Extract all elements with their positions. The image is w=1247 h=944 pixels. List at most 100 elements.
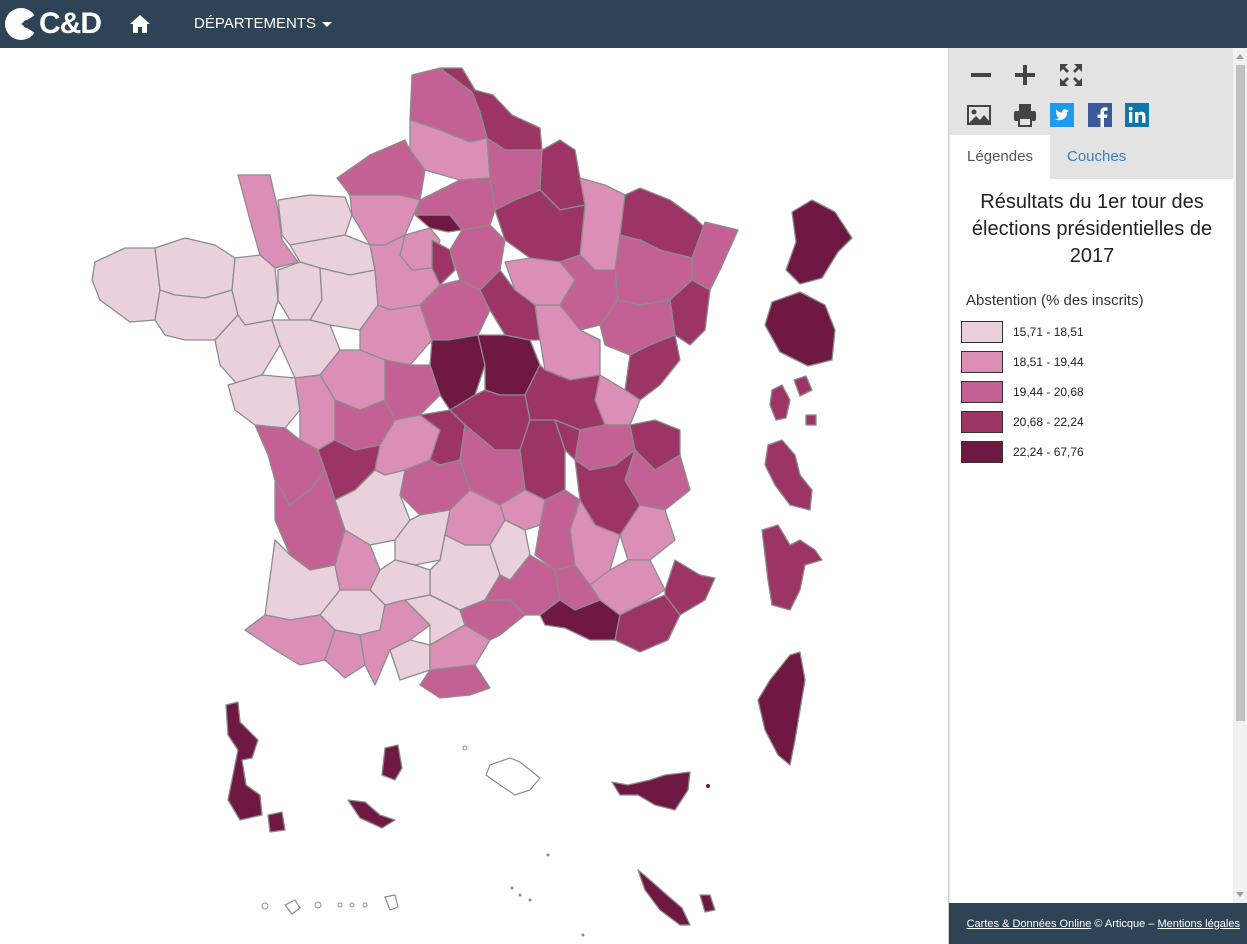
tab-legendes[interactable]: Légendes [950,135,1050,179]
legend-swatch [961,351,1003,373]
copyright-text: © Articque – [1094,917,1155,930]
home-button[interactable] [128,12,152,36]
legend-swatch [961,441,1003,463]
island-outline [314,901,322,909]
dept-mayotte[interactable] [769,384,791,421]
app-logo[interactable]: C&D [4,6,102,42]
zoom-out-button[interactable] [967,61,995,89]
plus-icon [1015,65,1035,85]
twitter-icon [1050,103,1074,127]
dept-saint-pierre-miquelon[interactable] [225,701,263,821]
france-map[interactable] [0,48,948,944]
cartes-donnees-link[interactable]: Cartes & Données Online [966,917,1092,930]
scroll-down-arrow-icon[interactable] [1236,892,1244,897]
island-dot [510,886,514,890]
fullscreen-button[interactable] [1057,61,1085,89]
minus-icon [971,73,991,77]
map-toolbar [949,48,1233,136]
print-button[interactable] [1011,101,1039,129]
export-image-button[interactable] [965,101,993,129]
share-twitter-button[interactable] [1050,103,1074,127]
tab-couches[interactable]: Couches [1067,148,1127,165]
dept-ille-et-vilaine[interactable] [231,254,279,326]
zoom-in-button[interactable] [1011,61,1039,89]
scroll-up-arrow-icon[interactable] [1236,54,1244,59]
island-outline [462,745,468,751]
dept-nord[interactable] [439,67,543,151]
dept-saint-barthelemy[interactable] [381,744,403,781]
mentions-legales-link[interactable]: Mentions légales [1157,917,1240,930]
dept-oise[interactable] [414,177,496,231]
legend-label: 18,51 - 19,44 [1013,355,1084,369]
top-navbar: C&D DÉPARTEMENTS [0,0,1247,48]
dept-martinique[interactable] [764,439,813,511]
dept-eure-et-loir[interactable] [369,234,441,311]
dept-aude[interactable] [429,624,491,671]
dept-var[interactable] [614,594,681,653]
panel-tabs: Légendes Couches [949,135,1233,179]
legend-panel: Résultats du 1er tour des élections prés… [950,179,1233,903]
dept-indre[interactable] [384,359,441,421]
dept-saint-pierre[interactable] [267,811,286,833]
legend-swatch [961,321,1003,343]
island-outline [261,902,269,910]
departements-dropdown[interactable]: DÉPARTEMENTS [194,14,332,34]
dept-vendee[interactable] [227,374,301,429]
island-outline [337,902,343,908]
side-panel: Légendes Couches Résultats du 1er tour d… [948,48,1247,944]
dept-guadeloupe[interactable] [761,524,823,611]
legend-subtitle: Abstention (% des inscrits) [966,292,1144,309]
home-icon [130,15,150,33]
legend-swatch [961,411,1003,433]
share-facebook-button[interactable] [1088,103,1112,127]
expand-icon [1060,64,1082,86]
scrollbar-thumb[interactable] [1236,65,1245,721]
panel-scrollbar[interactable] [1233,48,1247,903]
dept-manche[interactable] [237,174,299,269]
legend-swatch [961,381,1003,403]
departements-label: DÉPARTEMENTS [194,15,316,32]
dept-guyane[interactable] [785,199,853,285]
legend-title: Résultats du 1er tour des élections prés… [971,191,1213,267]
dept-finistere[interactable] [91,247,161,323]
island-dot [581,933,585,937]
dept-polynesie-outline[interactable] [485,757,541,796]
dept-alpes-maritimes[interactable] [664,559,716,616]
caret-down-icon [321,21,332,27]
dept-mayotte-islet[interactable] [805,414,817,426]
dept-wallis-futuna[interactable] [611,771,691,811]
legend-item: 15,71 - 18,51 [961,321,1084,343]
dept-corse[interactable] [757,651,806,766]
dept-pyrenees-atlantiques[interactable] [244,614,336,666]
share-linkedin-button[interactable] [1125,103,1149,127]
dept-saint-martin[interactable] [347,799,396,829]
island-dot [528,898,532,902]
island-dot [546,853,550,857]
dept-mayotte-petite-terre[interactable] [793,375,813,397]
dept-haute-garonne[interactable] [359,599,431,686]
dept-loyalty-islands[interactable] [699,894,716,913]
dept-nouvelle-caledonie[interactable] [637,869,691,926]
print-icon [1014,104,1036,127]
island-dot [706,784,710,788]
dept-kerguelen-outline[interactable] [384,894,399,911]
image-icon [967,105,991,125]
map-canvas[interactable] [0,48,948,944]
island-dot [518,893,522,897]
linkedin-icon [1125,103,1149,127]
legend-label: 15,71 - 18,51 [1013,325,1084,339]
legend-item: 19,44 - 20,68 [961,381,1084,403]
legend-label: 22,24 - 67,76 [1013,445,1084,459]
legend-item: 18,51 - 19,44 [961,351,1084,373]
facebook-icon [1088,103,1112,127]
legend-label: 19,44 - 20,68 [1013,385,1084,399]
dept-loire[interactable] [519,419,566,501]
dept-pyrenees-orientales[interactable] [419,664,491,699]
logo-mark-icon [5,8,38,40]
dept-essonne[interactable] [431,239,456,286]
dept-la-reunion[interactable] [764,291,836,367]
island-outline [362,902,368,908]
dept-crozet-outline[interactable] [284,899,301,915]
dept-cotes-d-armor[interactable] [154,237,236,299]
logo-text: C&D [39,7,102,40]
